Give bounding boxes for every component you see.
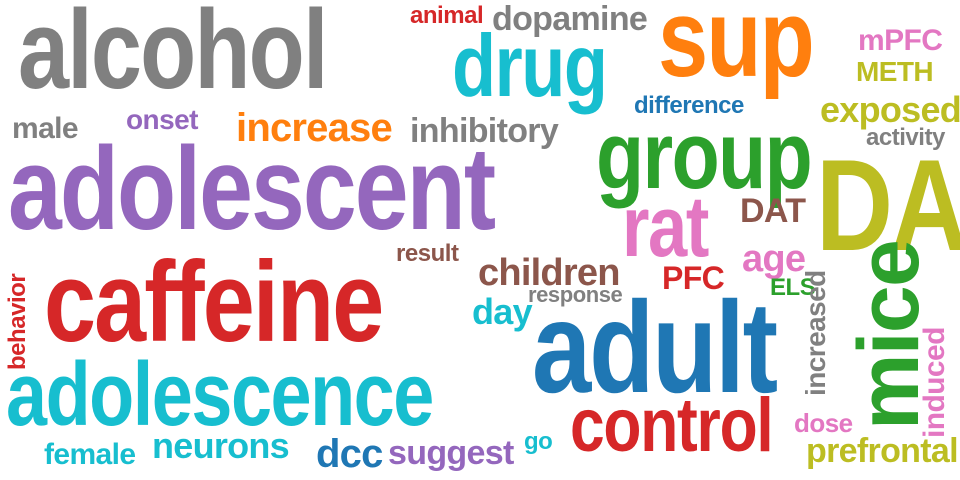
word-control: control	[570, 383, 774, 468]
word-age: age	[742, 238, 806, 280]
word-increased: increased	[800, 270, 831, 396]
word-neurons: neurons	[152, 425, 290, 466]
word-caffeine: caffeine	[44, 239, 384, 366]
word-meth: METH	[856, 56, 934, 87]
word-male: male	[12, 112, 79, 145]
word-day: day	[472, 291, 533, 332]
word-adolescent: adolescent	[8, 123, 496, 255]
word-sup: sup	[658, 0, 815, 100]
word-els: ELS	[770, 274, 816, 301]
word-go: go	[524, 428, 553, 455]
word-exposed: exposed	[820, 89, 960, 130]
word-da: DA	[816, 132, 960, 278]
word-drug: drug	[452, 16, 608, 115]
word-difference: difference	[634, 92, 744, 119]
word-female: female	[44, 438, 136, 471]
word-response: response	[528, 282, 623, 307]
word-suggest: suggest	[388, 434, 514, 472]
word-pfc: PFC	[662, 260, 725, 296]
word-dat: DAT	[740, 192, 806, 230]
word-prefrontal: prefrontal	[806, 432, 959, 470]
word-rat: rat	[622, 179, 709, 275]
word-adolescence: adolescence	[6, 345, 434, 445]
word-induced: induced	[918, 327, 951, 438]
word-children: children	[478, 252, 620, 294]
word-dcc: dcc	[316, 432, 383, 476]
word-dose: dose	[794, 408, 853, 438]
word-increase: increase	[236, 106, 393, 150]
word-alcohol: alcohol	[18, 0, 328, 112]
word-inhibitory: inhibitory	[410, 112, 559, 150]
word-activity: activity	[866, 124, 945, 151]
word-adult: adult	[532, 274, 778, 420]
word-dopamine: dopamine	[492, 0, 648, 38]
word-animal: animal	[410, 2, 484, 29]
word-mpfc: mPFC	[858, 24, 943, 57]
word-onset: onset	[126, 104, 198, 135]
word-group: group	[596, 102, 813, 209]
word-result: result	[396, 240, 459, 267]
